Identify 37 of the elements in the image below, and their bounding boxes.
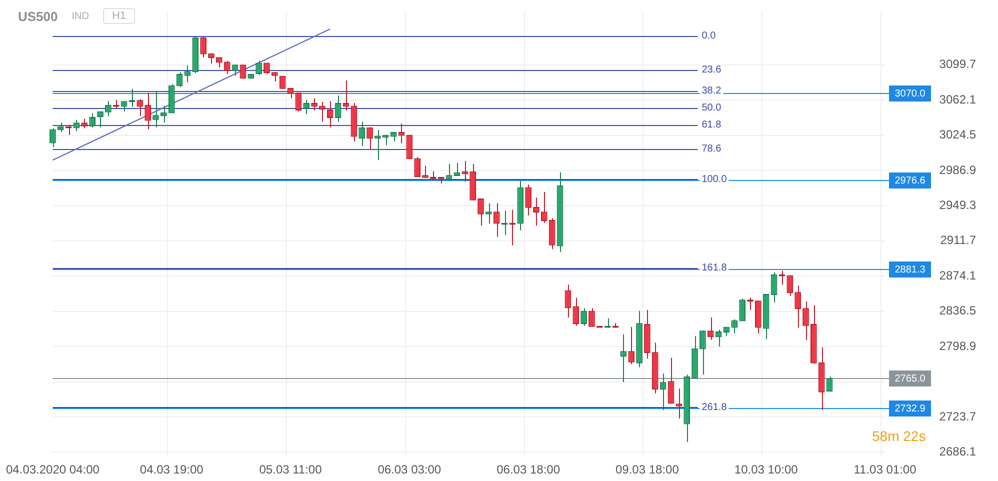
y-tick-label: 2798.9 [939, 338, 976, 353]
annotation: 161.8 [702, 262, 728, 274]
annotation: 78.6 [702, 144, 722, 155]
chart-title: US500 [18, 8, 58, 24]
annotation: IND [72, 10, 89, 22]
ref-line-label: 3070.0 [894, 88, 926, 100]
x-tick-label: 06.03 18:00 [496, 462, 560, 477]
y-tick-label: 3062.1 [939, 92, 976, 106]
annotation: H1 [102, 8, 136, 24]
y-tick-label: 2986.9 [939, 162, 976, 177]
ref-line-label: 2976.6 [894, 175, 926, 186]
annotation: 100.0 [702, 174, 728, 185]
y-tick-label: 3099.7 [939, 57, 976, 72]
y-tick-label: 2911.7 [940, 233, 976, 248]
x-tick-label: 04.03.2020 04:00 [6, 462, 100, 477]
y-tick-label: 2723.7 [939, 409, 976, 424]
annotation: 23.6 [702, 64, 722, 76]
annotation: 58m 22s [872, 428, 926, 444]
ref-line-label: 2732.9 [894, 403, 926, 414]
x-tick-label: 05.03 11:00 [259, 462, 322, 477]
y-tick-label: 2874.1 [939, 268, 976, 282]
y-tick-label: 2686.1 [939, 444, 976, 459]
y-tick-label: 2836.5 [939, 304, 976, 318]
y-tick-label: 3024.5 [939, 128, 976, 142]
annotation: 50.0 [702, 102, 722, 114]
y-tick-label: 2949.3 [939, 198, 976, 212]
annotation: 261.8 [702, 402, 728, 414]
annotation: 38.2 [702, 85, 722, 96]
ref-line-label: 2765.0 [894, 373, 926, 384]
x-tick-label: 09.03 18:00 [616, 462, 680, 477]
x-tick-label: 11.03 01:00 [854, 462, 917, 477]
x-tick-label: 04.03 19:00 [140, 462, 204, 477]
x-tick-label: 06.03 03:00 [378, 462, 442, 477]
annotation: 0.0 [702, 30, 716, 42]
x-tick-label: 10.03 10:00 [734, 462, 798, 477]
annotation: 61.8 [702, 119, 722, 130]
ref-line-label: 2881.3 [894, 264, 926, 276]
